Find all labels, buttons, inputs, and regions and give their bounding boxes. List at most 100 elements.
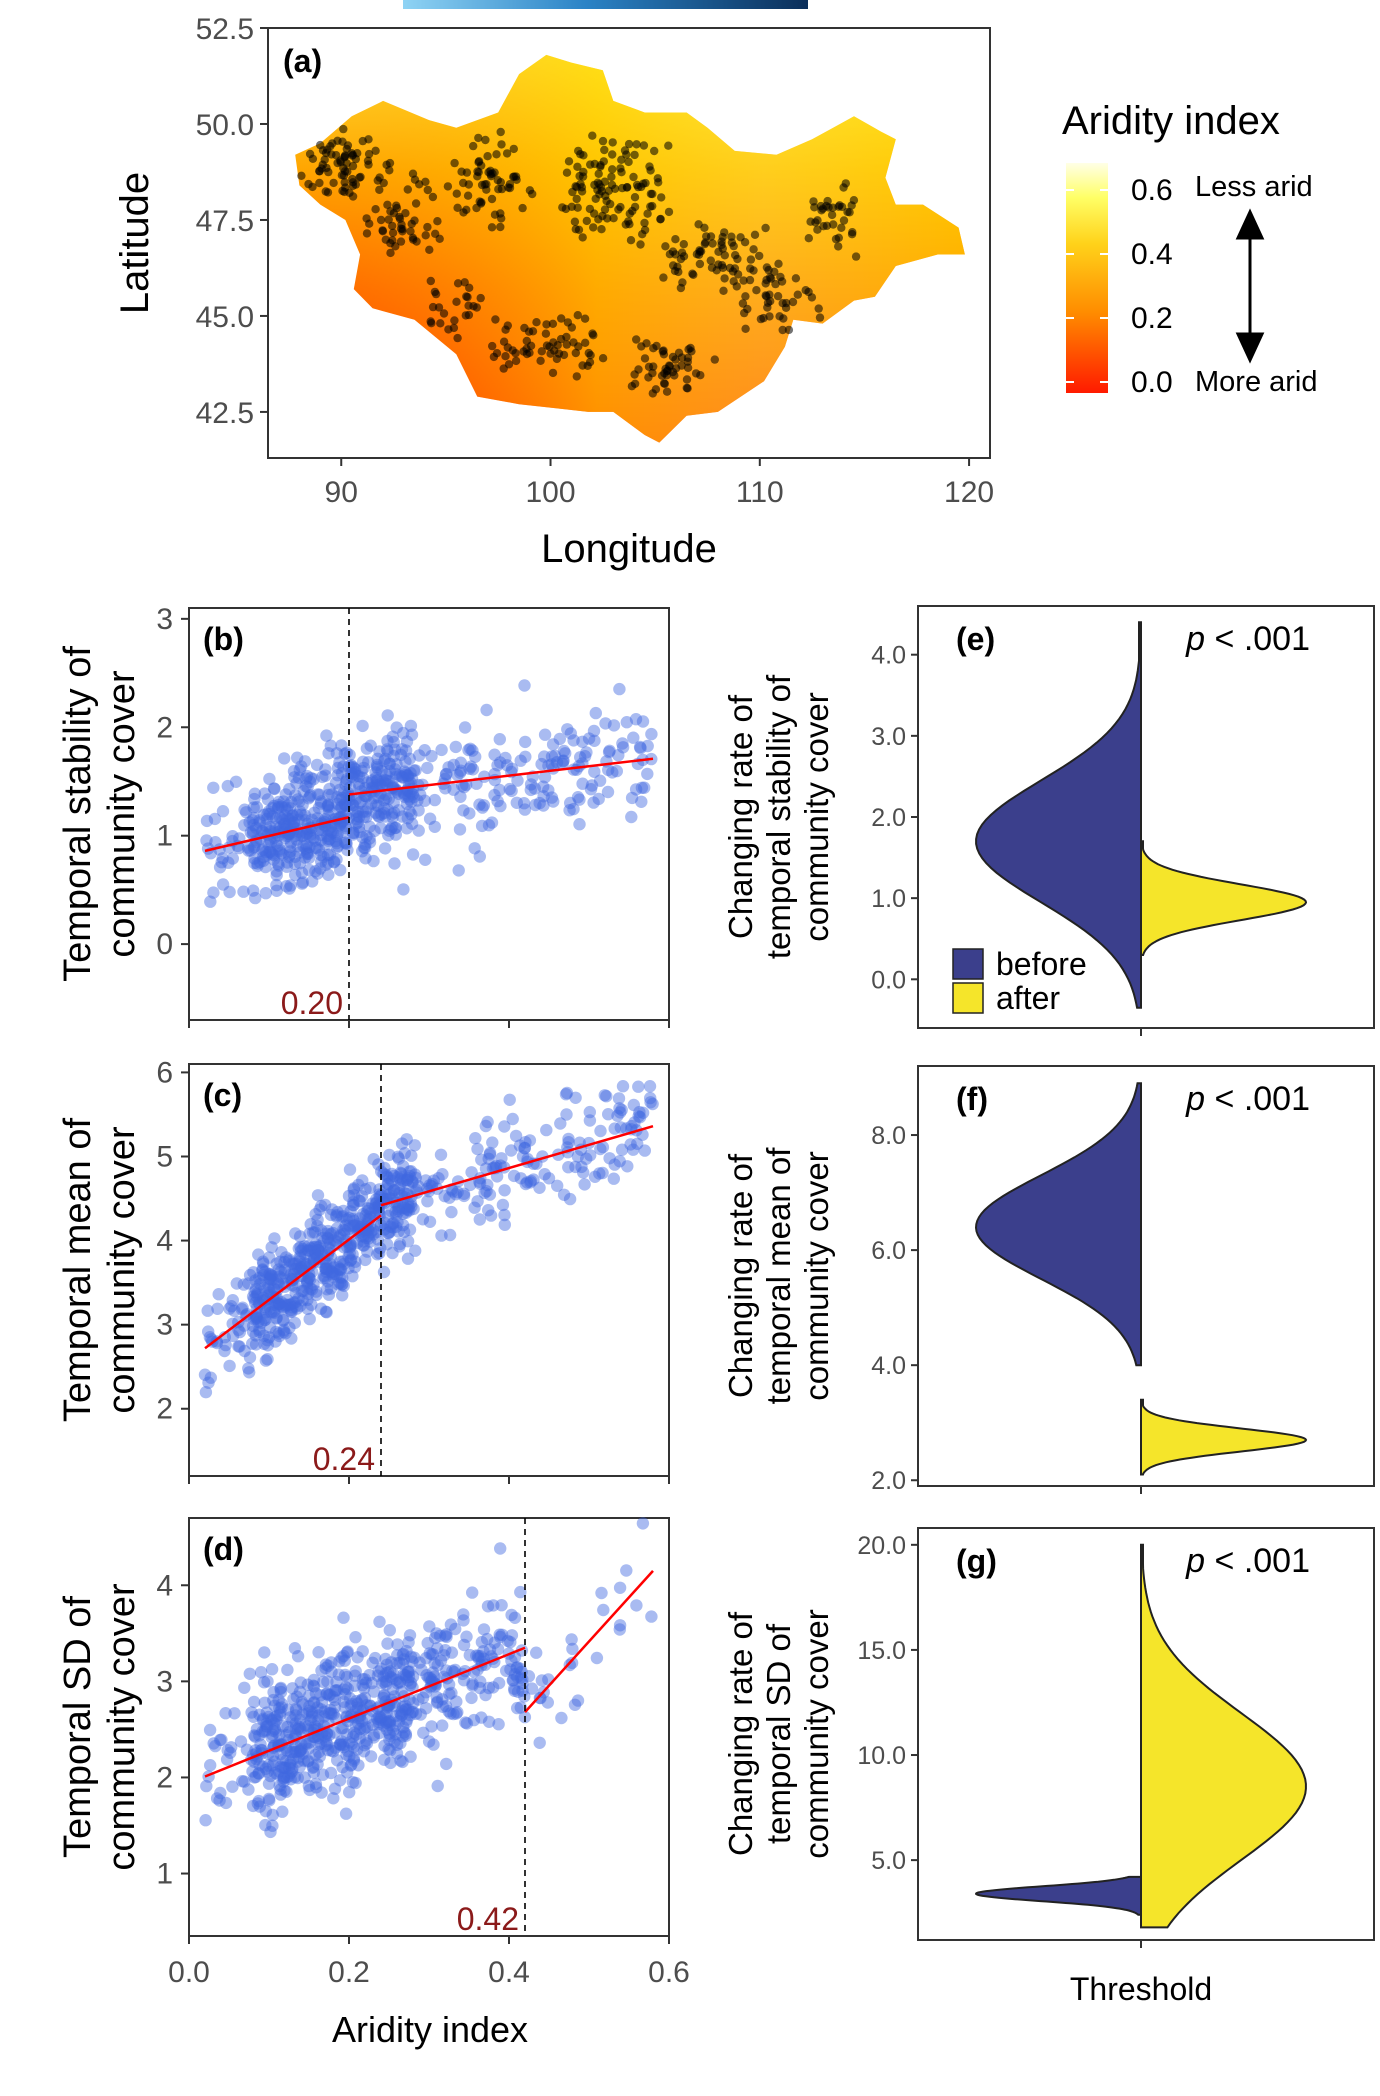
data-point (259, 1354, 273, 1367)
data-point (325, 1203, 339, 1216)
data-point (380, 774, 393, 787)
data-point (280, 1771, 293, 1784)
data-point (488, 748, 501, 761)
data-point (381, 1226, 395, 1240)
data-point (202, 1376, 215, 1389)
data-point (563, 804, 576, 817)
data-point (283, 1255, 296, 1268)
data-point (510, 796, 523, 809)
data-point (405, 728, 419, 741)
data-point (300, 839, 313, 852)
data-point (248, 852, 261, 865)
data-point (324, 1282, 338, 1295)
data-point (260, 1720, 273, 1733)
data-point (269, 1291, 282, 1305)
data-point (364, 739, 377, 752)
data-point (307, 1766, 320, 1779)
data-point (284, 879, 297, 892)
data-point (345, 1737, 358, 1751)
data-point (449, 1188, 463, 1201)
site-point (577, 183, 587, 192)
site-point (774, 259, 783, 268)
data-point (438, 1189, 451, 1203)
site-point (708, 239, 717, 248)
data-point (327, 1270, 340, 1284)
data-point (301, 781, 314, 794)
data-point (371, 752, 384, 765)
panel-e-label: (e) (956, 621, 995, 657)
data-point (269, 821, 282, 834)
data-point (440, 1630, 453, 1644)
site-point (462, 205, 471, 214)
data-point (370, 774, 384, 788)
data-point (482, 1715, 496, 1729)
data-point (350, 809, 363, 822)
data-point (389, 1719, 402, 1732)
data-point (459, 1716, 472, 1729)
data-point (615, 1103, 628, 1117)
data-point (316, 1768, 330, 1781)
data-point (319, 1661, 332, 1675)
site-point (815, 313, 825, 322)
data-point (259, 1818, 272, 1832)
data-point (395, 1137, 409, 1150)
data-point (343, 1736, 356, 1749)
data-point (364, 1181, 377, 1195)
panel-c-ylabel-line2: community cover (101, 1126, 143, 1414)
data-point (246, 1799, 260, 1813)
data-point (396, 1657, 410, 1671)
site-point (732, 282, 741, 291)
data-point (296, 1707, 309, 1721)
site-point (348, 192, 358, 201)
site-point (646, 202, 655, 211)
site-point (645, 162, 654, 171)
data-point (277, 795, 290, 808)
legend-before-swatch (952, 948, 984, 980)
data-point (316, 1231, 329, 1245)
data-point (505, 784, 518, 798)
data-point (249, 1770, 262, 1784)
data-point (258, 1337, 271, 1351)
site-point (347, 149, 356, 158)
data-point (339, 1807, 353, 1820)
data-point (380, 768, 393, 781)
data-point (284, 845, 297, 858)
data-point (534, 1691, 547, 1705)
data-point (390, 1220, 403, 1234)
legend-tick-0.0: 0.0 (1131, 366, 1173, 399)
data-point (248, 1285, 261, 1299)
data-point (361, 776, 374, 789)
data-point (328, 1782, 342, 1796)
data-point (478, 1186, 491, 1200)
data-point (283, 1298, 296, 1311)
data-point (209, 1739, 222, 1753)
site-point (600, 145, 609, 155)
data-point (399, 744, 413, 757)
data-point (286, 1279, 299, 1292)
data-point (301, 1293, 314, 1307)
data-point (529, 798, 542, 812)
data-point (387, 1724, 400, 1737)
data-point (317, 1710, 331, 1723)
site-point (618, 183, 627, 193)
site-point (569, 338, 578, 347)
data-point (624, 1138, 637, 1151)
data-point (221, 1744, 234, 1757)
data-point (427, 1738, 440, 1751)
data-point (412, 824, 425, 837)
data-point (383, 1172, 396, 1185)
data-point (338, 1224, 351, 1237)
data-point (304, 1282, 317, 1296)
data-point (363, 820, 376, 833)
data-point (308, 1720, 322, 1733)
data-point (406, 848, 420, 861)
data-point (201, 1304, 214, 1317)
data-point (263, 1794, 276, 1807)
data-point (256, 1263, 269, 1276)
data-point (400, 1716, 413, 1729)
data-point (268, 1717, 281, 1730)
data-point (256, 1760, 270, 1773)
data-point (355, 794, 368, 808)
data-point (399, 1703, 412, 1716)
data-point (366, 1656, 379, 1670)
